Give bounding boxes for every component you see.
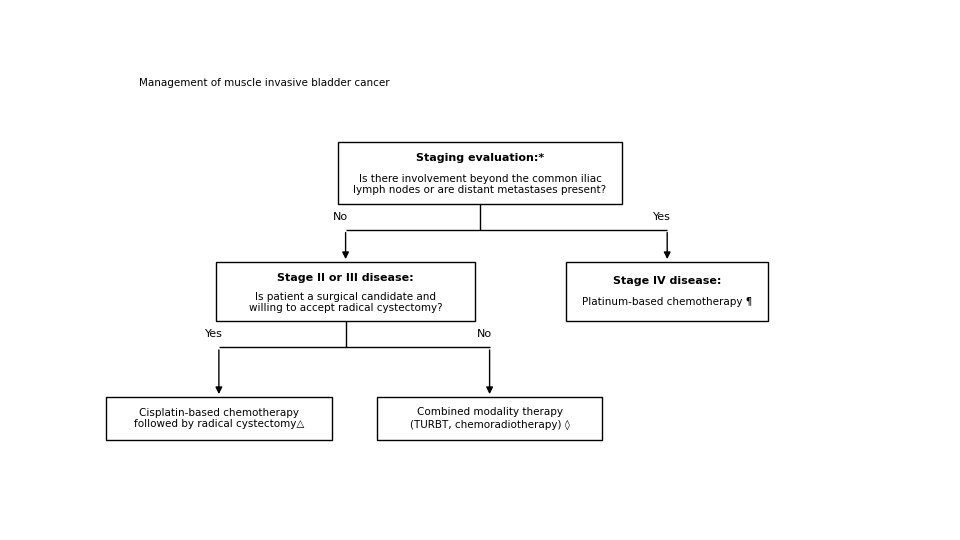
Text: Yes: Yes: [654, 212, 671, 221]
Text: No: No: [333, 212, 348, 221]
Text: Is there involvement beyond the common iliac
lymph nodes or are distant metastas: Is there involvement beyond the common i…: [353, 174, 607, 195]
Bar: [339, 141, 621, 204]
Text: Stage IV disease:: Stage IV disease:: [613, 276, 721, 286]
Bar: [376, 397, 603, 440]
Bar: [566, 262, 768, 321]
Text: Yes: Yes: [205, 329, 223, 339]
Bar: [107, 397, 332, 440]
Text: Management of muscle invasive bladder cancer: Management of muscle invasive bladder ca…: [139, 78, 390, 89]
Text: Platinum-based chemotherapy ¶: Platinum-based chemotherapy ¶: [582, 298, 753, 307]
Bar: [216, 262, 475, 321]
Text: Combined modality therapy
(TURBT, chemoradiotherapy) ◊: Combined modality therapy (TURBT, chemor…: [410, 408, 569, 429]
Text: No: No: [477, 329, 492, 339]
Text: Cisplatin-based chemotherapy
followed by radical cystectomy△: Cisplatin-based chemotherapy followed by…: [133, 408, 304, 429]
Text: Is patient a surgical candidate and
willing to accept radical cystectomy?: Is patient a surgical candidate and will…: [249, 292, 443, 313]
Text: Staging evaluation:*: Staging evaluation:*: [416, 153, 544, 163]
Text: Stage II or III disease:: Stage II or III disease:: [277, 273, 414, 282]
